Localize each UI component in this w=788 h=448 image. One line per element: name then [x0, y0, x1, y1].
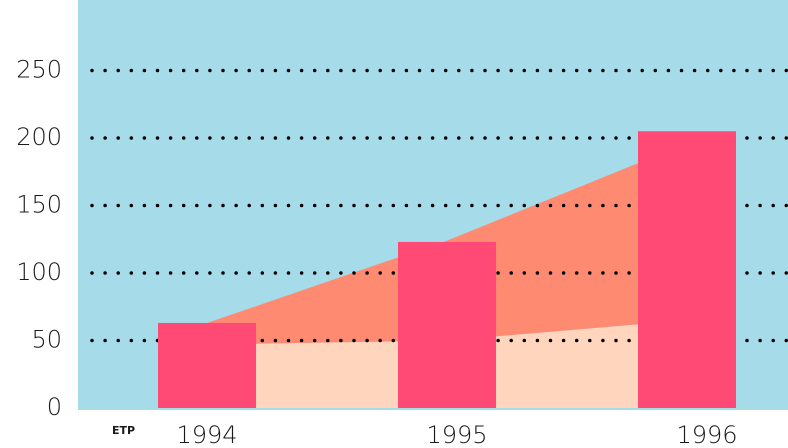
bar	[158, 322, 256, 408]
y-tick-label: 50	[31, 326, 62, 354]
y-tick-label: 0	[47, 393, 62, 421]
y-tick-label: 250	[16, 56, 62, 84]
bar	[398, 241, 496, 408]
y-tick-label: 150	[16, 191, 62, 219]
y-tick-label: 200	[16, 123, 62, 151]
x-tick-label: 1994	[176, 421, 237, 448]
x-tick-label: 1996	[676, 421, 737, 448]
x-tick-label: 1995	[426, 421, 487, 448]
bar	[638, 131, 736, 408]
y-tick-label: 100	[16, 258, 62, 286]
annotation: ETP	[112, 424, 135, 437]
